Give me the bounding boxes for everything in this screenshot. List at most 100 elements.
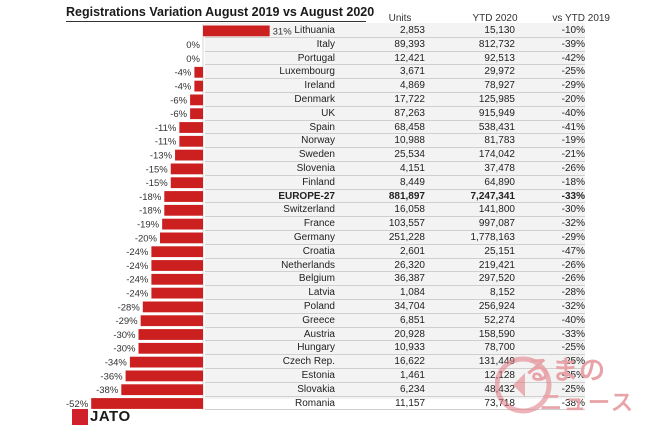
bar-spain <box>179 122 203 133</box>
country-cell: Belgium <box>298 273 335 285</box>
units-cell: 16,058 <box>394 204 425 216</box>
bar-label: -11% <box>155 137 177 148</box>
bar-label: 31% <box>273 26 293 37</box>
bar-germany <box>160 232 203 244</box>
table-row: Norway 10,988 81,783 -19% <box>205 134 585 149</box>
ytd-2020-cell: 125,985 <box>478 94 515 105</box>
units-cell: 12,421 <box>394 52 425 64</box>
watermark-text-bottom: ニュース <box>540 390 635 415</box>
country-cell: Luxembourg <box>279 66 335 78</box>
column-header-vs-ytd-2019: vs YTD 2019 <box>552 13 610 24</box>
table-row: Switzerland 16,058 141,800 -30% <box>205 203 585 218</box>
table-row: Croatia 2,601 25,151 -47% <box>205 245 585 259</box>
bar-label: -20% <box>135 233 158 244</box>
ytd-2020-cell: 25,151 <box>484 245 515 257</box>
vs-ytd-2019-cell: -21% <box>561 149 585 161</box>
bar-label: -38% <box>96 385 119 396</box>
vs-ytd-2019-cell: -18% <box>561 176 585 188</box>
table-row: EUROPE-27 881,897 7,247,341 -33% <box>205 190 585 204</box>
vs-ytd-2019-cell: -19% <box>561 135 585 147</box>
units-cell: 26,320 <box>394 259 425 271</box>
units-cell: 25,534 <box>394 149 425 161</box>
bar-austria <box>138 329 203 340</box>
units-cell: 1,461 <box>399 370 425 381</box>
ytd-2020-cell: 997,087 <box>478 218 515 230</box>
table-row: Belgium 36,387 297,520 -26% <box>205 272 585 287</box>
bar-label: 0% <box>186 40 200 51</box>
bar-slovenia <box>170 163 203 175</box>
ytd-2020-cell: 15,130 <box>484 25 515 36</box>
ytd-2020-cell: 131,449 <box>478 356 515 368</box>
country-cell: Slovenia <box>296 163 335 174</box>
bar-denmark <box>190 94 203 106</box>
bar-label: -11% <box>155 123 177 134</box>
country-cell: Spain <box>309 121 335 133</box>
table-row: Ireland 4,869 78,927 -29% <box>205 79 585 93</box>
bar-label: -36% <box>100 371 123 382</box>
bar-europe-27 <box>164 191 203 202</box>
country-cell: Czech Rep. <box>282 356 335 368</box>
units-cell: 87,263 <box>394 107 425 119</box>
units-cell: 34,704 <box>394 301 425 312</box>
vs-ytd-2019-cell: -28% <box>561 287 585 299</box>
bar-label: -24% <box>126 275 149 286</box>
table-row: Luxembourg 3,671 29,972 -25% <box>205 65 585 80</box>
units-cell: 16,622 <box>394 356 425 368</box>
ytd-2020-cell: 915,949 <box>478 107 515 119</box>
units-cell: 36,387 <box>394 273 425 285</box>
bar-czech-rep- <box>129 356 203 368</box>
table-row: Germany 251,228 1,778,163 -29% <box>205 231 585 245</box>
vs-ytd-2019-cell: -26% <box>561 163 585 174</box>
bar-label: -4% <box>174 68 191 79</box>
bar-label: -24% <box>126 261 149 272</box>
country-cell: Romania <box>294 397 335 409</box>
bar-label: -6% <box>170 109 187 120</box>
vs-ytd-2019-cell: -38% <box>561 397 585 409</box>
bar-greece <box>140 315 203 327</box>
bar-label: -13% <box>150 151 173 162</box>
table-row: UK 87,263 915,949 -40% <box>205 107 585 121</box>
table-row: Portugal 12,421 92,513 -42% <box>205 52 585 66</box>
country-cell: Lithuania <box>294 25 335 36</box>
units-cell: 4,151 <box>399 163 425 174</box>
vs-ytd-2019-cell: -29% <box>561 80 585 92</box>
units-cell: 1,084 <box>399 287 425 299</box>
table-row: Greece 6,851 52,274 -40% <box>205 314 585 328</box>
jato-logo-text: JATO <box>90 408 131 425</box>
units-cell: 17,722 <box>394 94 425 105</box>
jato-logo-mark-icon <box>72 409 88 425</box>
bar-label: -19% <box>137 220 160 231</box>
bar-france <box>162 218 203 230</box>
kuruma-news-watermark-icon <box>495 356 552 414</box>
country-cell: Finland <box>302 176 335 188</box>
ytd-2020-cell: 1,778,163 <box>470 232 516 243</box>
column-header-units: Units <box>388 13 412 24</box>
vs-ytd-2019-cell: -42% <box>561 52 585 64</box>
bar-label: -18% <box>139 206 162 217</box>
country-cell: EUROPE-27 <box>278 190 335 202</box>
table-row: Netherlands 26,320 219,421 -26% <box>205 259 585 273</box>
bar-label: -24% <box>126 247 149 258</box>
vs-ytd-2019-cell: -41% <box>561 121 585 133</box>
units-cell: 4,869 <box>399 80 425 92</box>
table-row: Finland 8,449 64,890 -18% <box>205 176 585 190</box>
bar-label: -52% <box>66 399 89 410</box>
bar-norway <box>179 135 203 147</box>
country-cell: UK <box>321 107 335 119</box>
country-cell: Italy <box>316 38 335 50</box>
table-row: Italy 89,393 812,732 -39% <box>205 38 585 52</box>
table-row: Czech Rep. 16,622 131,449 -25% <box>205 355 585 369</box>
country-cell: Greece <box>302 314 335 326</box>
bar-slovakia <box>121 384 203 396</box>
bar-label: -30% <box>113 330 136 341</box>
bar-label: -29% <box>115 316 138 327</box>
country-cell: Portugal <box>297 52 335 64</box>
ytd-2020-cell: 297,520 <box>478 273 515 285</box>
ytd-2020-cell: 37,478 <box>484 163 515 174</box>
units-cell: 20,928 <box>394 328 425 340</box>
bar-label: -30% <box>113 344 136 355</box>
bar-label: -24% <box>126 289 149 300</box>
vs-ytd-2019-cell: -25% <box>561 66 585 78</box>
vs-ytd-2019-cell: -26% <box>561 273 585 285</box>
